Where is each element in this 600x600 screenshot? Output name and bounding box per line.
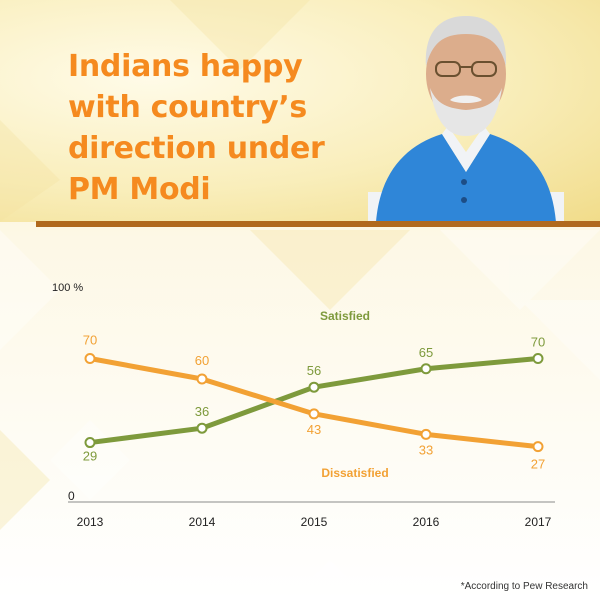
headline-line-3: direction under bbox=[68, 131, 325, 166]
vest-button bbox=[461, 179, 467, 185]
header-divider bbox=[36, 221, 600, 227]
headline-line-1: Indians happy bbox=[68, 49, 303, 84]
y-tick-label-0: 0 bbox=[68, 489, 75, 503]
moustache bbox=[450, 95, 482, 103]
satisfied-legend-label: Satisfied bbox=[320, 309, 370, 323]
vest-button bbox=[461, 197, 467, 203]
dissatisfied-data-point bbox=[84, 353, 96, 364]
line-chart: 100 % 0 2013 2014 2015 2016 2017 29 36 56 65 70 S… bbox=[52, 282, 555, 529]
dissatisfied-data-label: 27 bbox=[531, 457, 545, 472]
blue-vest bbox=[376, 134, 556, 222]
satisfied-data-point bbox=[420, 363, 432, 375]
headline-line-2: with country’s bbox=[68, 90, 307, 125]
dissatisfied-data-point bbox=[196, 373, 208, 385]
face bbox=[426, 24, 506, 124]
dissatisfied-data-point bbox=[532, 441, 544, 453]
x-tick-label: 2016 bbox=[413, 515, 440, 529]
x-tick-label: 2014 bbox=[189, 515, 216, 529]
headline-line-4: PM Modi bbox=[68, 172, 211, 207]
x-tick-label: 2017 bbox=[525, 515, 552, 529]
satisfied-data-label: 36 bbox=[195, 404, 209, 419]
dissatisfied-data-label: 70 bbox=[83, 333, 97, 348]
headline: Indians happy with country’s direction u… bbox=[68, 46, 368, 210]
dissatisfied-data-label: 43 bbox=[307, 422, 321, 437]
dissatisfied-data-point bbox=[308, 408, 320, 420]
x-axis-ticks: 2013 2014 2015 2016 2017 bbox=[77, 515, 552, 529]
dissatisfied-legend-label: Dissatisfied bbox=[321, 466, 388, 480]
x-tick-label: 2013 bbox=[77, 515, 104, 529]
glasses bbox=[435, 61, 497, 77]
satisfied-data-point bbox=[84, 437, 96, 449]
satisfied-data-label: 56 bbox=[307, 363, 321, 378]
y-tick-label-100: 100 % bbox=[52, 282, 83, 294]
beard bbox=[430, 88, 502, 136]
portrait-photo bbox=[368, 16, 564, 222]
hair bbox=[425, 16, 507, 66]
source-footnote: *According to Pew Research bbox=[460, 581, 588, 592]
dissatisfied-data-label: 33 bbox=[419, 442, 433, 457]
x-tick-label: 2015 bbox=[301, 515, 328, 529]
satisfied-data-point bbox=[532, 353, 544, 364]
kurta-collar bbox=[442, 126, 490, 172]
dissatisfied-data-point bbox=[420, 428, 432, 440]
satisfied-data-point bbox=[196, 422, 208, 434]
satisfied-data-point bbox=[308, 381, 320, 393]
satisfied-data-label: 65 bbox=[419, 345, 433, 360]
series-layer: 29 36 56 65 70 Satisfied 70 60 43 33 27 Dissatisfie… bbox=[83, 309, 545, 480]
satisfied-data-label: 70 bbox=[531, 335, 545, 350]
dissatisfied-data-label: 60 bbox=[195, 353, 209, 368]
satisfied-data-label: 29 bbox=[83, 449, 97, 464]
